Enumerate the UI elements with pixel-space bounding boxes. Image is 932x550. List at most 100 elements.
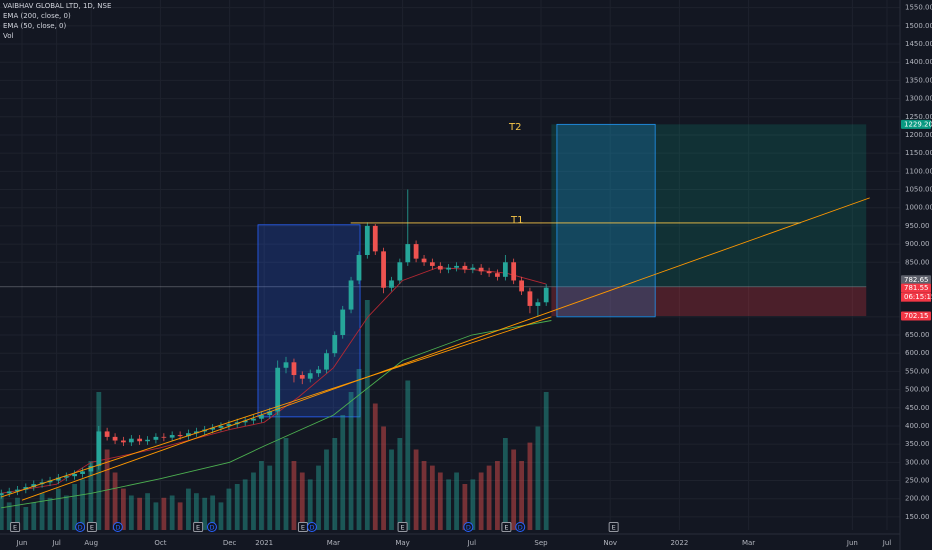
x-tick-label: Aug bbox=[84, 539, 98, 547]
event-marker bbox=[515, 522, 526, 532]
legend-item: EMA (50, close, 0) bbox=[3, 22, 66, 30]
candle-body bbox=[218, 425, 224, 428]
price-badge-label: 781.55 bbox=[904, 284, 929, 292]
volume-bar bbox=[324, 449, 329, 530]
candle-body bbox=[153, 436, 159, 440]
price-badge-label: 1229.20 bbox=[904, 120, 932, 128]
event-label: E bbox=[504, 524, 508, 532]
volume-bar bbox=[15, 497, 20, 530]
x-tick-label: Nov bbox=[603, 539, 617, 547]
candle-body bbox=[104, 431, 110, 437]
volume-bar bbox=[128, 495, 134, 530]
candle-body bbox=[242, 420, 248, 423]
volume-bar bbox=[307, 479, 313, 530]
price-badge bbox=[901, 283, 931, 293]
candle-body bbox=[478, 267, 484, 272]
event-marker bbox=[397, 522, 408, 532]
volume-bar bbox=[202, 497, 208, 530]
y-tick-label: 900.00 bbox=[905, 240, 930, 248]
countdown-badge bbox=[901, 292, 931, 302]
y-tick-label: 1350.00 bbox=[905, 76, 932, 84]
candle-body bbox=[267, 411, 273, 416]
candle-body bbox=[307, 373, 313, 379]
volume-bar bbox=[145, 493, 150, 530]
candle-body bbox=[372, 225, 378, 252]
volume-bar bbox=[226, 488, 232, 530]
y-tick-label: 1550.00 bbox=[905, 4, 932, 12]
volume-bar bbox=[332, 438, 338, 530]
x-tick-label: Jun bbox=[16, 539, 28, 547]
candle-body bbox=[120, 440, 126, 443]
legend-item: EMA (200, close, 0) bbox=[3, 12, 71, 20]
candle-body bbox=[535, 302, 541, 306]
event-label: E bbox=[401, 524, 405, 532]
y-tick-label: 1450.00 bbox=[905, 40, 932, 48]
price-badge-label: 782.65 bbox=[904, 276, 929, 284]
x-tick-label: Jul bbox=[467, 539, 477, 547]
candle-body bbox=[283, 362, 289, 368]
axes: 150.00 200.00 250.00 300.00 350.00 400.00 450.… bbox=[16, 4, 932, 547]
candle-body bbox=[31, 484, 37, 488]
candle-body bbox=[23, 487, 29, 490]
x-tick-label: 2021 bbox=[255, 539, 273, 547]
volume-bar bbox=[47, 497, 53, 530]
candle-body bbox=[495, 273, 500, 277]
event-label: D bbox=[209, 524, 214, 532]
event-marker bbox=[10, 522, 21, 532]
volume-bar bbox=[470, 479, 476, 530]
volume-bar bbox=[55, 488, 61, 530]
price-badge bbox=[901, 119, 931, 129]
candle-body bbox=[0, 493, 4, 496]
y-tick-label: 1500.00 bbox=[905, 22, 932, 30]
candle-body bbox=[543, 287, 549, 303]
event-marker bbox=[608, 522, 619, 532]
volume-bar bbox=[259, 461, 264, 530]
candle-body bbox=[128, 438, 134, 443]
candle-body bbox=[511, 262, 517, 281]
ema-line bbox=[1, 320, 552, 509]
volume-bar bbox=[267, 465, 273, 530]
y-tick-label: 1100.00 bbox=[905, 167, 932, 175]
candle-body bbox=[137, 438, 143, 442]
candle-body bbox=[389, 280, 394, 288]
event-label: E bbox=[13, 524, 17, 532]
event-marker bbox=[75, 522, 86, 532]
volume-bar bbox=[413, 449, 419, 530]
y-tick-label: 150.00 bbox=[905, 513, 930, 521]
volume-bar bbox=[299, 472, 305, 530]
candle-body bbox=[446, 267, 452, 270]
candle-body bbox=[210, 427, 216, 430]
candle-body bbox=[145, 439, 150, 442]
y-tick-label: 350.00 bbox=[905, 440, 930, 448]
volume-bar bbox=[88, 461, 94, 530]
volume-bar bbox=[511, 449, 517, 530]
candle-body bbox=[470, 267, 476, 270]
volume-bar bbox=[186, 488, 191, 530]
volume-bar bbox=[63, 495, 69, 530]
volume-bar bbox=[421, 461, 427, 530]
candle-body bbox=[96, 431, 102, 466]
event-marker bbox=[86, 522, 97, 532]
chart-title: VAIBHAV GLOBAL LTD, 1D, NSE bbox=[3, 2, 111, 10]
candle-body bbox=[324, 353, 329, 370]
volume-bar bbox=[478, 472, 484, 530]
volume-bar bbox=[137, 497, 143, 530]
x-tick-label: Jun bbox=[846, 539, 858, 547]
candle-body bbox=[405, 244, 411, 263]
volume-bar bbox=[39, 493, 45, 530]
volume-bar bbox=[372, 403, 378, 530]
volume-bar bbox=[397, 438, 403, 530]
volume-bar bbox=[31, 502, 37, 530]
candle-body bbox=[193, 431, 199, 434]
candle-body bbox=[519, 280, 525, 292]
trend-line bbox=[21, 197, 870, 501]
x-tick-label: Jul bbox=[882, 539, 892, 547]
candle-body bbox=[6, 491, 12, 494]
y-tick-label: 600.00 bbox=[905, 349, 930, 357]
volume-bar bbox=[177, 502, 183, 530]
volume-bar bbox=[381, 426, 386, 530]
candle-body bbox=[259, 415, 264, 419]
candle-body bbox=[413, 244, 419, 259]
candle-body bbox=[527, 291, 533, 306]
